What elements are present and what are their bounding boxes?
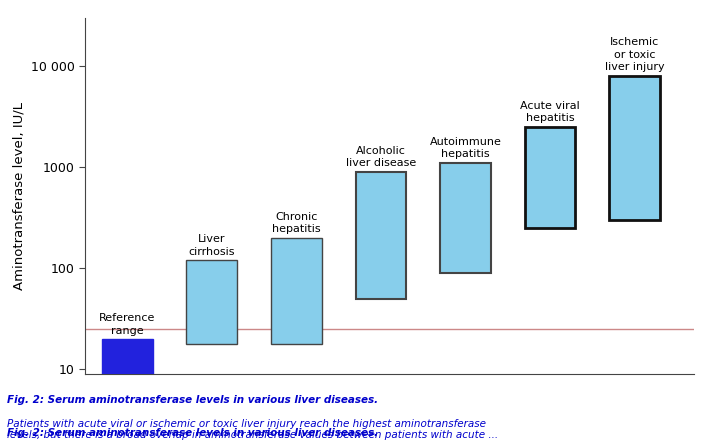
Text: Ischemic
or toxic
liver injury: Ischemic or toxic liver injury <box>605 37 664 72</box>
Y-axis label: Aminotransferase level, IU/L: Aminotransferase level, IU/L <box>12 102 25 290</box>
Bar <box>355 172 406 299</box>
Text: Liver
cirrhosis: Liver cirrhosis <box>188 235 235 257</box>
Text: Fig. 2: Serum aminotransferase levels in various liver diseases.: Fig. 2: Serum aminotransferase levels in… <box>7 428 378 438</box>
Text: Autoimmune
hepatitis: Autoimmune hepatitis <box>430 137 501 159</box>
Bar <box>102 339 153 374</box>
Text: Reference
range: Reference range <box>99 313 156 336</box>
Text: Acute viral
hepatitis: Acute viral hepatitis <box>520 101 580 123</box>
Text: Patients with acute viral or ischemic or toxic liver injury reach the highest am: Patients with acute viral or ischemic or… <box>7 419 498 440</box>
Text: Chronic
hepatitis: Chronic hepatitis <box>272 212 321 235</box>
Bar <box>186 260 237 344</box>
Bar <box>271 238 321 344</box>
Bar <box>525 127 576 228</box>
Text: Fig. 2: Serum aminotransferase levels in various liver diseases. Patients with a: Fig. 2: Serum aminotransferase levels in… <box>7 416 708 438</box>
Bar <box>440 163 491 273</box>
Text: Alcoholic
liver disease: Alcoholic liver disease <box>346 146 416 168</box>
Text: Fig. 2: Serum aminotransferase levels in various liver diseases.: Fig. 2: Serum aminotransferase levels in… <box>7 395 378 405</box>
Bar <box>610 76 660 220</box>
